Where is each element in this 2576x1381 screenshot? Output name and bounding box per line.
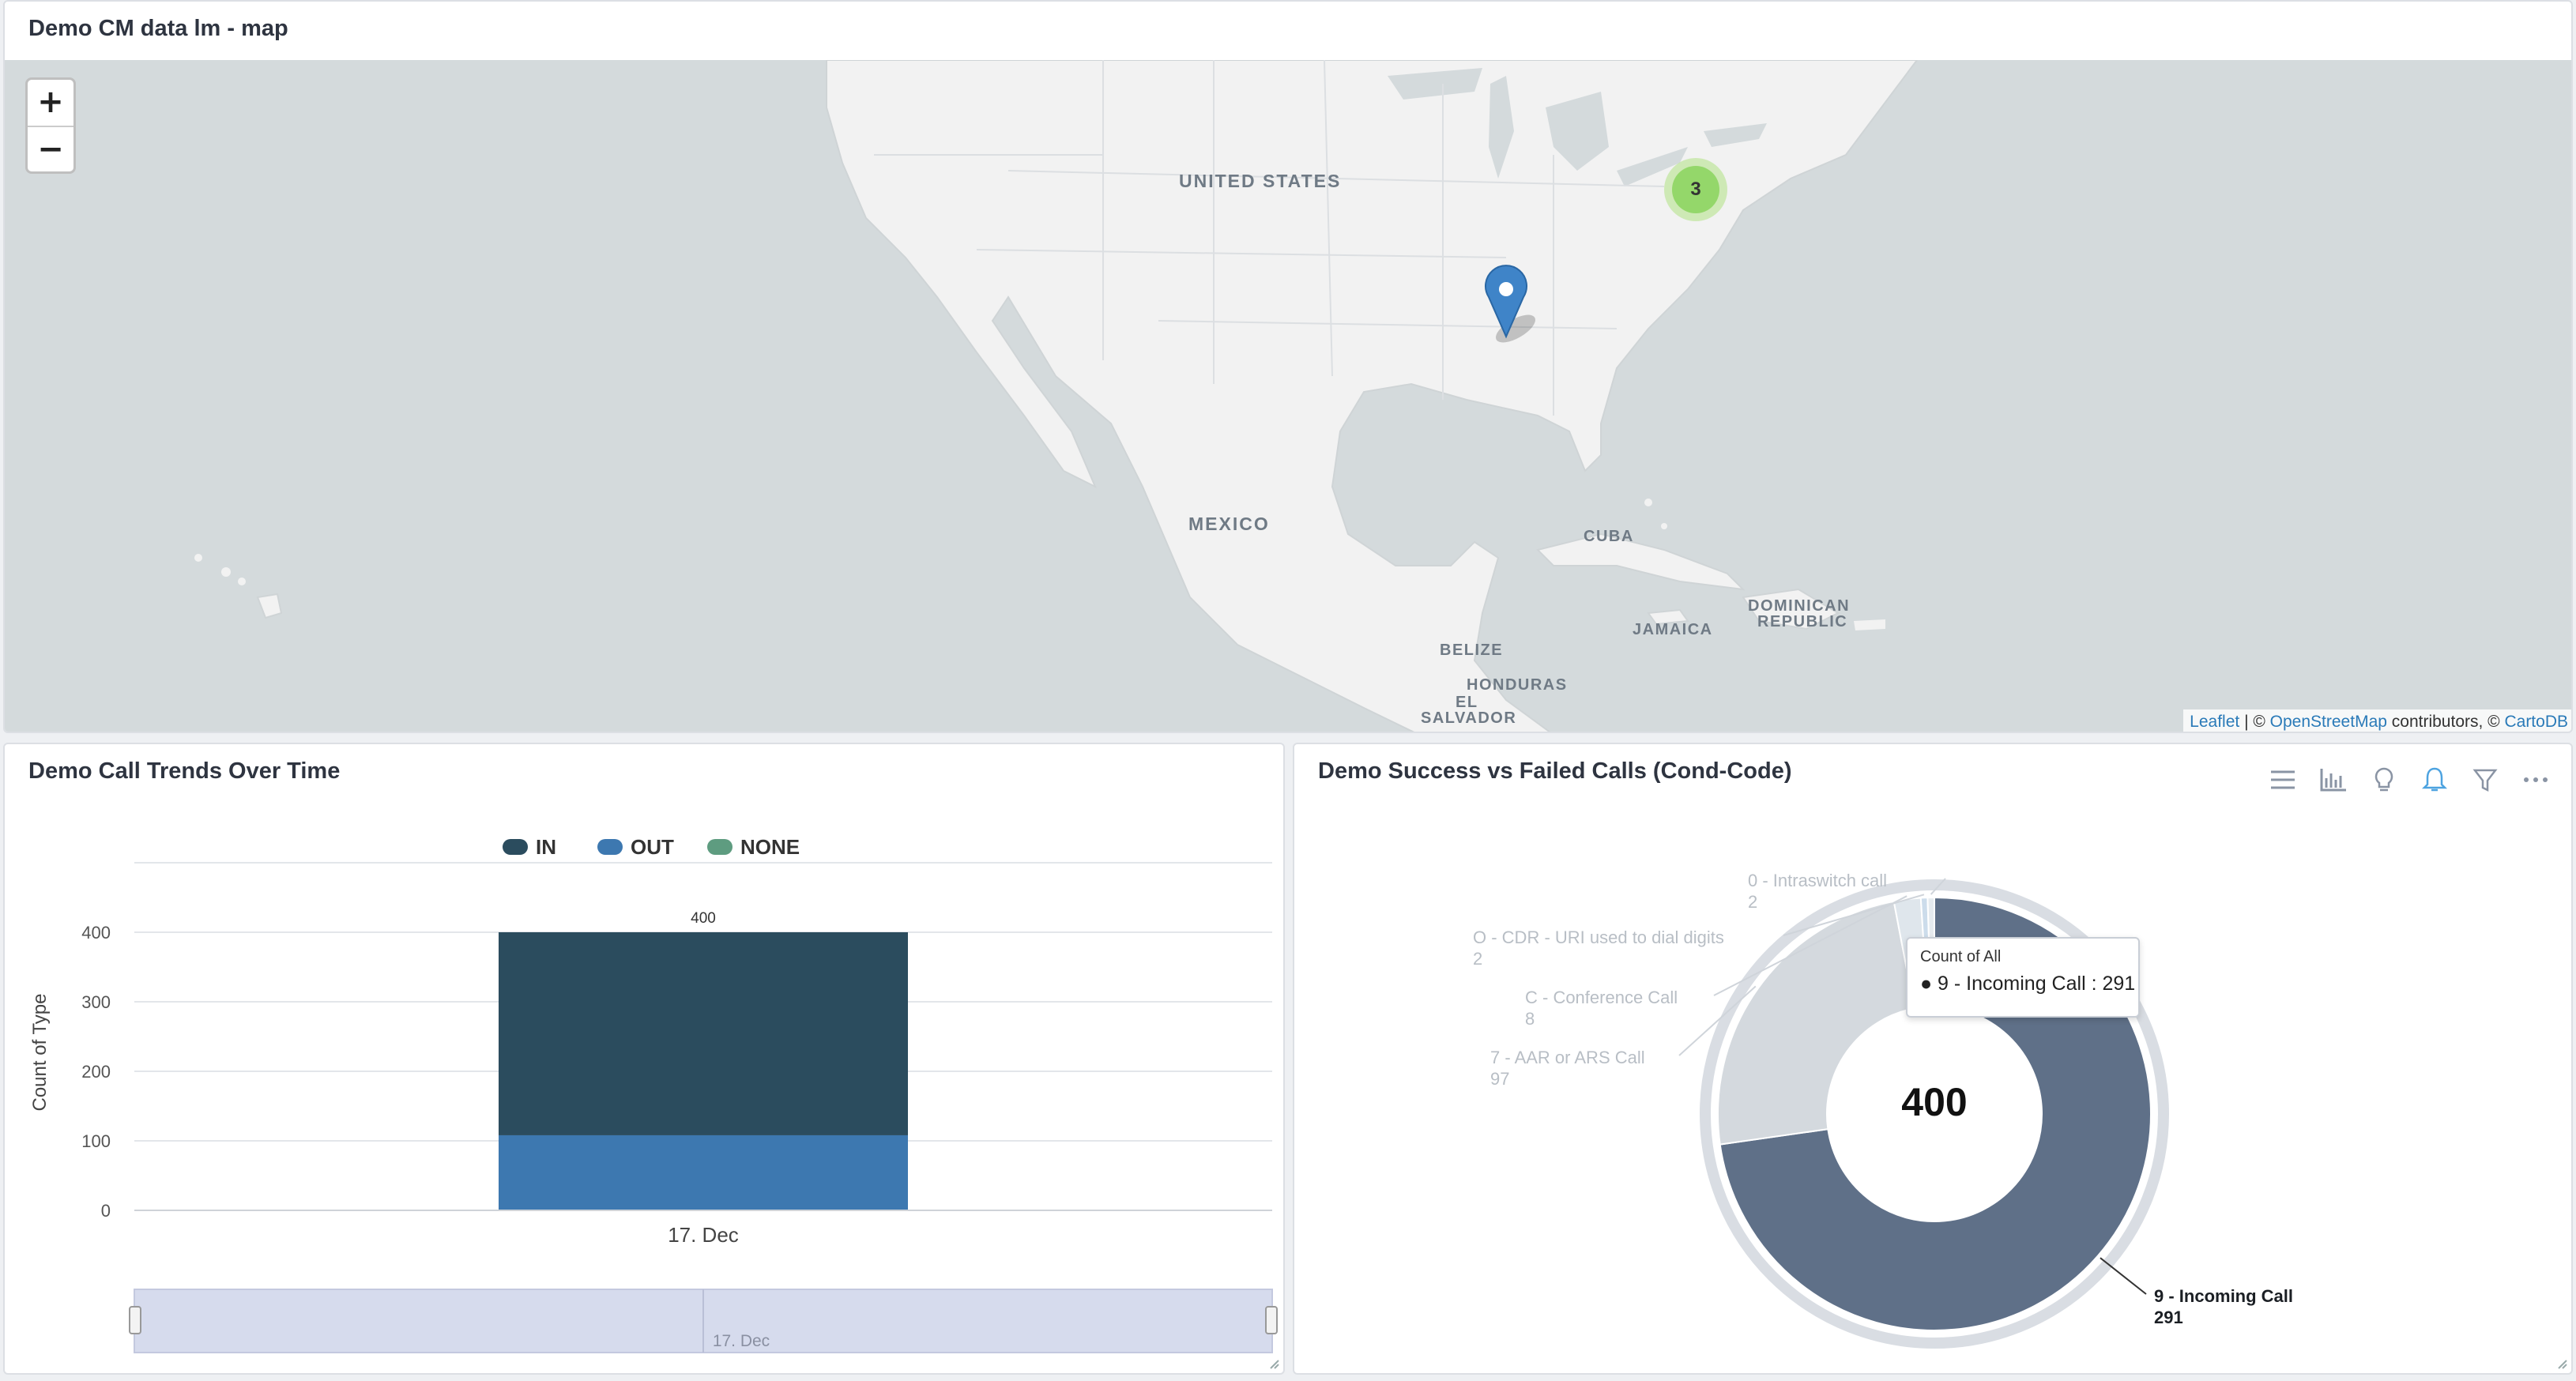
tooltip-title: Count of All [1920, 948, 2002, 965]
resize-grip-icon[interactable] [2557, 1359, 2568, 1370]
attribution-separator: | © [2239, 713, 2270, 731]
carto-link[interactable]: CartoDB [2504, 713, 2568, 731]
state-borders [874, 60, 1665, 416]
map-label-el: EL [1456, 694, 1478, 711]
legend-label: NONE [740, 835, 800, 859]
donut-center-total: 400 [1901, 1080, 1967, 1124]
legend-item-none[interactable]: NONE [707, 835, 800, 859]
lake-ontario [1704, 123, 1767, 147]
tooltip-line: ● 9 - Incoming Call : 291 [1920, 973, 2136, 995]
bar-chart-icon[interactable] [2315, 762, 2352, 798]
map-label-mexico: MEXICO [1188, 514, 1270, 534]
zoom-out-button[interactable]: − [28, 126, 73, 171]
map-label-honduras: HONDURAS [1467, 676, 1568, 694]
map-label-united-states: UNITED STATES [1179, 171, 1342, 191]
connector-line [2100, 1257, 2147, 1295]
connector-line [1713, 895, 1908, 996]
land-hawaii [256, 593, 283, 619]
lake-michigan [1489, 76, 1514, 179]
land-hispaniola [1742, 588, 1840, 630]
slice-label: 7 - AAR or ARS Call [1490, 1048, 1645, 1067]
slice-value: 8 [1525, 1009, 1535, 1029]
trend-chart: IN OUT NONE 0 100 200 300 400 400 Count of Typ… [29, 835, 1278, 1353]
cond-panel: Demo Success vs Failed Calls (Cond-Code)… [1293, 743, 2573, 1375]
y-tick-label: 200 [81, 1062, 111, 1082]
land-jamaica [1647, 608, 1689, 626]
navigator-handle-right[interactable] [1265, 1306, 1278, 1334]
resize-grip-icon[interactable] [1269, 1359, 1280, 1370]
funnel-icon[interactable] [2467, 762, 2503, 798]
lightbulb-icon[interactable] [2366, 762, 2402, 798]
map-label-cuba: CUBA [1584, 528, 1634, 545]
connector-line [1678, 985, 1757, 1056]
bar-segment-in[interactable] [499, 932, 908, 1135]
zoom-in-button[interactable]: + [37, 84, 64, 120]
land-puerto-rico [1854, 619, 1885, 630]
land-cuba [1536, 532, 1746, 591]
osm-link[interactable]: OpenStreetMap [2269, 713, 2387, 731]
cond-panel-title: Demo Success vs Failed Calls (Cond-Code) [1318, 758, 1792, 784]
panel-toolbar [2265, 762, 2554, 798]
bell-icon[interactable] [2416, 762, 2453, 798]
zoom-control: + − [25, 77, 76, 174]
legend-item-out[interactable]: OUT [597, 835, 674, 859]
map-label-dominican: DOMINICAN [1748, 597, 1851, 615]
bar-segment-out[interactable] [499, 1135, 908, 1210]
slice-label: 0 - Intraswitch call [1748, 871, 1887, 890]
map-attribution: Leaflet | © OpenStreetMap contributors, … [2183, 709, 2571, 732]
cluster-count: 3 [1672, 166, 1719, 213]
slice-value: 2 [1473, 949, 1482, 969]
map-label-republic: REPUBLIC [1757, 613, 1848, 630]
y-tick-label: 0 [101, 1201, 111, 1221]
trend-panel: Demo Call Trends Over Time IN OUT NONE 0 10… [3, 743, 1285, 1375]
donut-slice[interactable] [1717, 900, 1915, 1146]
slice-value: 97 [1490, 1069, 1509, 1089]
menu-icon[interactable] [2265, 762, 2301, 798]
lake-huron [1546, 92, 1609, 171]
legend-label: OUT [631, 835, 674, 859]
map-panel-title: Demo CM data lm - map [28, 16, 288, 41]
legend-item-in[interactable]: IN [503, 835, 556, 859]
slice-label: O - CDR - URI used to dial digits [1473, 928, 1724, 947]
cond-donut-chart: 9 - Incoming Call 291 7 - AAR or ARS Call 9… [1473, 871, 2293, 1349]
slice-label: 9 - Incoming Call [2154, 1286, 2293, 1306]
chart-tooltip: Count of All ● 9 - Incoming Call : 291 [1906, 937, 2140, 1018]
slice-value: 2 [1748, 892, 1757, 912]
y-tick-label: 100 [81, 1131, 111, 1151]
legend-label: IN [536, 835, 556, 859]
y-tick-label: 300 [81, 992, 111, 1012]
land-north-america [826, 60, 1919, 732]
more-icon[interactable] [2518, 762, 2554, 798]
map-panel: Demo CM data lm - map [3, 0, 2573, 733]
slice-label: C - Conference Call [1525, 988, 1678, 1007]
attribution-middle: contributors, © [2386, 713, 2505, 731]
connector-line [1930, 878, 1946, 895]
lake-superior [1388, 68, 1482, 100]
map-label-salvador: SALVADOR [1421, 709, 1517, 727]
map-marker-pin[interactable] [1485, 265, 1539, 348]
y-axis-label: Count of Type [29, 994, 51, 1112]
trend-panel-title: Demo Call Trends Over Time [28, 758, 341, 784]
map-cluster-marker[interactable]: 3 [1664, 158, 1727, 221]
leaflet-link[interactable]: Leaflet [2190, 713, 2240, 731]
donut-halo [1700, 879, 2169, 1349]
navigator-handle-left[interactable] [129, 1306, 141, 1334]
bar-total-label: 400 [691, 910, 716, 927]
lake-erie [1617, 147, 1688, 186]
map-label-jamaica: JAMAICA [1633, 621, 1713, 638]
map-area[interactable]: + − UNITED STATES MEXICO CUBA DOMINICAN … [5, 60, 2573, 733]
map-canvas[interactable] [5, 60, 2573, 733]
y-tick-label: 400 [81, 923, 111, 943]
slice-value: 291 [2154, 1308, 2183, 1327]
x-tick-label: 17. Dec [668, 1223, 739, 1247]
connector-line [1783, 894, 1925, 936]
navigator-label: 17. Dec [713, 1332, 770, 1350]
map-label-belize: BELIZE [1440, 642, 1504, 659]
